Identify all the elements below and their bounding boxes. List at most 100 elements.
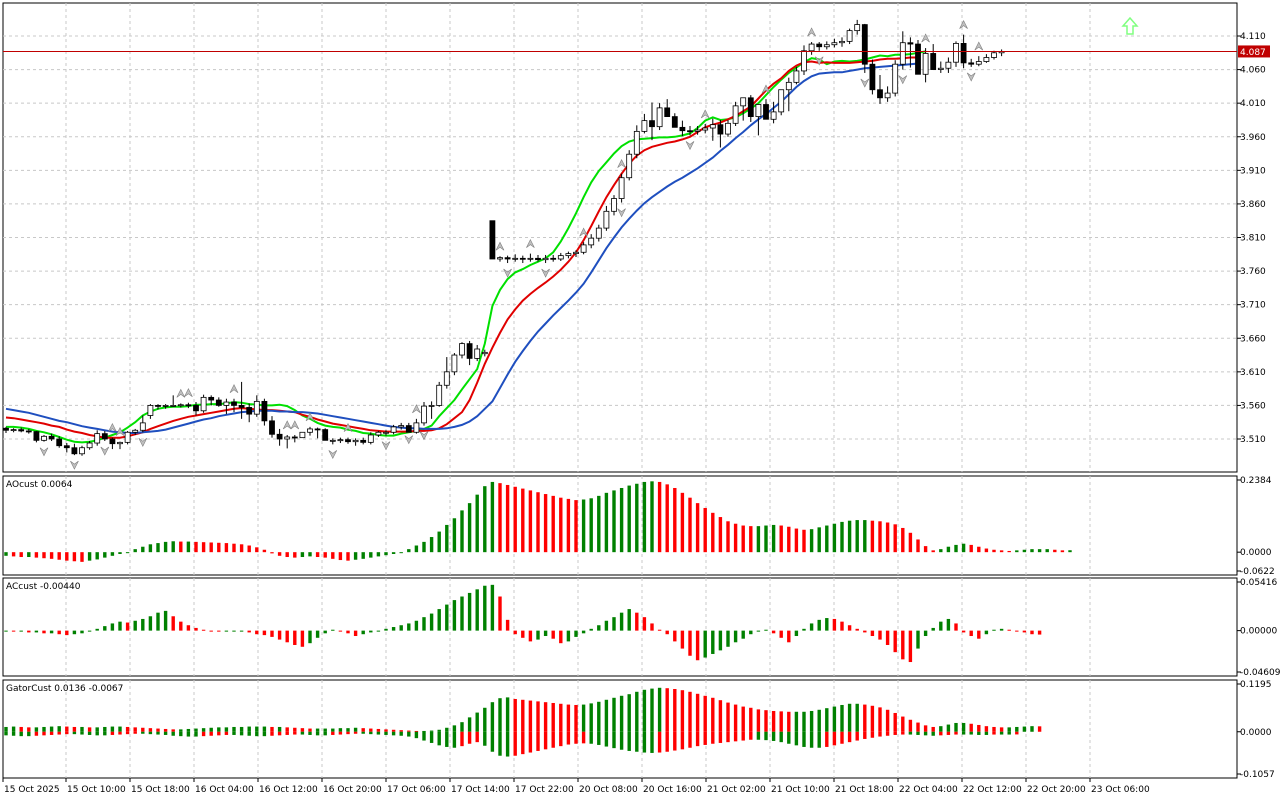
- gator-bar: [57, 726, 61, 732]
- candle: [580, 242, 587, 255]
- fractal-up-marker: [282, 420, 292, 430]
- candle-body: [71, 447, 78, 455]
- gator-bar: [999, 727, 1004, 732]
- candle-body: [717, 124, 724, 135]
- gator-bar: [42, 731, 46, 736]
- ao-bar: [186, 541, 191, 553]
- gator-bar: [977, 724, 981, 732]
- candle-body: [18, 429, 25, 432]
- ac-tick-label: 0.05416: [1240, 578, 1277, 588]
- gator-panel[interactable]: 0.1195 0.0000 -0.1057 GatorCust 0.0136 -0.0…: [2, 679, 1275, 780]
- ao-bar: [384, 552, 388, 556]
- gator-bar: [103, 731, 107, 736]
- gator-bar: [49, 731, 54, 735]
- candle-body: [626, 153, 633, 179]
- time-tick-label: 17 Oct 22:00: [515, 785, 574, 795]
- ao-bar: [992, 549, 996, 553]
- candle: [816, 42, 823, 51]
- ao-panel[interactable]: 0.2384 0.0000 -0.0622 AOcust 0.0064: [2, 475, 1275, 577]
- fractal-up-marker: [184, 388, 193, 397]
- ao-bar: [764, 525, 768, 553]
- candle-body: [793, 70, 800, 83]
- gator-bar: [566, 704, 571, 732]
- candle-body: [816, 43, 823, 48]
- ao-bar: [543, 494, 548, 553]
- ac-bar: [916, 630, 920, 649]
- candle: [48, 433, 55, 442]
- gator-bar: [4, 731, 8, 736]
- candle: [702, 123, 709, 134]
- gator-bar: [133, 731, 137, 734]
- gator-bar: [695, 731, 700, 747]
- gator-bar: [209, 727, 213, 732]
- candle: [421, 402, 427, 426]
- candle: [322, 428, 329, 441]
- gator-bar: [498, 731, 502, 756]
- time-tick-label: 21 Oct 18:00: [835, 785, 894, 795]
- gator-bar: [619, 731, 624, 750]
- gator-bar: [80, 731, 84, 735]
- gator-bar: [460, 731, 464, 747]
- ao-bar: [49, 552, 54, 559]
- candle-body: [915, 43, 921, 75]
- candle-body: [801, 50, 807, 72]
- ac-bar: [194, 627, 198, 631]
- candle: [291, 434, 298, 443]
- ac-bar: [277, 630, 282, 640]
- candle-body: [352, 439, 359, 443]
- candle-body: [405, 425, 412, 433]
- ac-bar: [809, 623, 814, 631]
- ao-tick-label: 0.0000: [1240, 548, 1272, 558]
- ac-bar: [612, 617, 616, 631]
- candle: [284, 434, 291, 449]
- price-panel[interactable]: 4.110 4.060 4.010 3.960 3.910 3.860 3.810 3.760…: [2, 2, 1270, 473]
- ac-panel[interactable]: 0.05416 0.00000 -0.04609 ACcust -0.00440: [2, 577, 1280, 678]
- gator-bar: [825, 731, 829, 747]
- ao-bar: [893, 524, 897, 553]
- ao-bar: [110, 552, 115, 556]
- candle: [633, 125, 640, 159]
- gator-bar: [19, 726, 23, 732]
- gator-bar: [331, 731, 335, 735]
- ao-bar: [361, 552, 365, 559]
- candle: [390, 424, 397, 435]
- ao-bar: [916, 539, 920, 553]
- candle: [854, 19, 861, 35]
- gator-bar: [604, 731, 609, 747]
- candle-body: [611, 198, 617, 212]
- ac-bar: [445, 604, 449, 631]
- ac-bar: [733, 630, 738, 643]
- candle-body: [664, 107, 671, 117]
- gator-bar: [346, 731, 350, 735]
- gator-bar: [703, 695, 707, 732]
- candle-body: [557, 255, 564, 260]
- ao-bar: [749, 526, 753, 553]
- gator-bar: [673, 731, 677, 751]
- gator-bar: [460, 722, 464, 732]
- price-tick-label: 3.810: [1240, 234, 1266, 244]
- gator-bar: [376, 731, 381, 735]
- gator-bar: [893, 731, 897, 735]
- candle-body: [649, 120, 655, 128]
- candle-body: [991, 52, 997, 58]
- ao-bar: [1068, 550, 1072, 553]
- gator-bar: [11, 726, 16, 732]
- gator-bar: [809, 731, 814, 748]
- ao-bar: [179, 541, 183, 553]
- ac-bar: [642, 617, 647, 631]
- fractal-down-marker: [685, 141, 695, 151]
- gator-bar: [855, 731, 859, 741]
- ao-bar: [802, 529, 806, 553]
- candle: [641, 113, 648, 134]
- gator-bar: [490, 702, 495, 732]
- candle-body: [785, 81, 792, 91]
- candle: [170, 395, 177, 407]
- ac-bar: [513, 630, 517, 635]
- gator-bar: [642, 689, 647, 732]
- candle: [991, 50, 997, 60]
- ao-bar: [733, 523, 738, 553]
- gator-bar: [171, 729, 175, 732]
- gator-bar: [467, 731, 472, 744]
- candle-body: [930, 53, 937, 70]
